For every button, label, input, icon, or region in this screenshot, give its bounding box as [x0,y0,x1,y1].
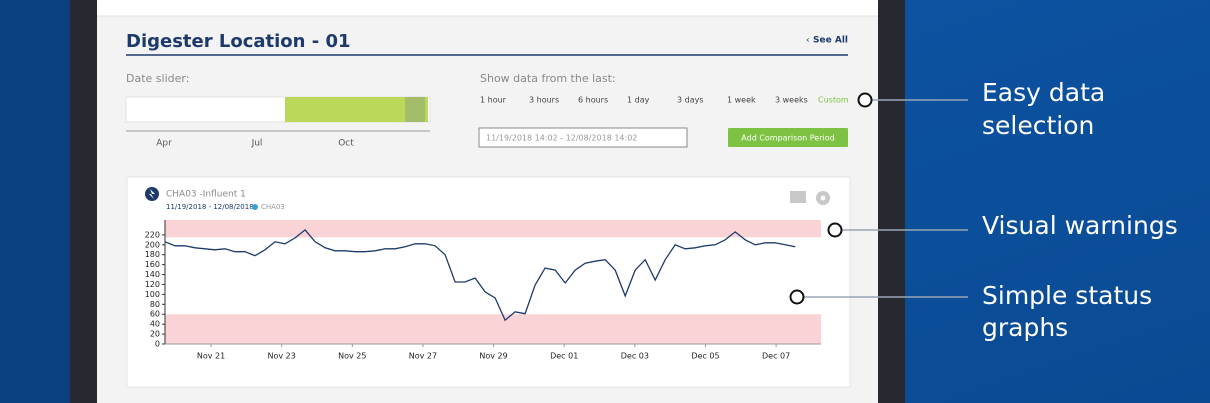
y-tick-label: 40 [150,320,160,329]
y-tick-label: 0 [155,340,160,349]
x-tick-label: Dec 01 [550,352,578,361]
date-slider-label: Date slider: [126,72,189,85]
callout-text: Simple status [982,281,1152,310]
y-tick-label: 140 [145,270,160,279]
y-tick-label: 80 [150,300,160,309]
y-tick-label: 20 [150,330,160,339]
y-tick-label: 100 [145,290,160,299]
comparison-button[interactable] [728,128,848,147]
callout-text: selection [982,111,1094,140]
y-tick-label: 60 [150,310,160,319]
settings-icon-hole [820,195,826,201]
panel-title: Digester Location - 01 [126,31,351,52]
x-tick-label: Nov 29 [479,352,507,361]
range-option[interactable]: 1 hour [480,96,507,105]
sensor-icon-glyph [149,189,155,199]
month-label: Oct [338,139,354,149]
chart-range: 11/19/2018 - 12/08/2018 [166,203,254,211]
chart-card [126,176,851,388]
chart-name: CHA03 -Influent 1 [166,190,246,200]
x-tick-label: Nov 23 [267,352,295,361]
range-option[interactable]: Custom [818,96,849,105]
range-option[interactable]: 1 day [627,96,650,105]
x-tick-label: Dec 07 [762,352,790,361]
warning-band [165,314,821,344]
x-tick-label: Nov 27 [409,352,437,361]
range-option[interactable]: 3 days [677,96,704,105]
legend-dot [252,204,258,210]
month-label: Jul [251,139,263,149]
range-option[interactable]: 3 hours [529,96,559,105]
download-icon[interactable] [790,191,806,203]
date-slider-selection[interactable] [285,97,428,122]
callout-marker [789,289,805,305]
date-input-text: 11/19/2018 14:02 - 12/08/2018 14:02 [486,134,637,143]
y-tick-label: 180 [145,250,160,259]
range-picker-label: Show data from the last: [480,72,616,85]
x-tick-label: Dec 03 [621,352,649,361]
x-tick-label: Nov 25 [338,352,366,361]
y-tick-label: 200 [145,240,160,249]
date-input[interactable] [478,127,688,148]
see-all-chevron[interactable]: ‹ [806,36,810,46]
callout-text: Visual warnings [982,211,1178,240]
data-line [164,228,796,322]
range-option[interactable]: 6 hours [578,96,608,105]
range-option[interactable]: 1 week [727,96,756,105]
x-tick-label: Nov 21 [197,352,225,361]
warning-band [165,220,821,238]
callout-marker [857,92,873,108]
y-tick-label: 120 [145,280,160,289]
comparison-button-text: Add Comparison Period [741,134,834,143]
legend-label: CHA03 [261,203,285,211]
callout-marker [827,222,843,238]
app-header [97,0,878,16]
x-tick-label: Dec 05 [691,352,719,361]
callout-text: graphs [982,313,1068,342]
callout-text: Easy data [982,78,1105,107]
date-slider-handle[interactable] [405,97,425,122]
background-left [0,0,70,403]
month-label: Apr [156,139,172,149]
range-option[interactable]: 3 weeks [775,96,808,105]
y-tick-label: 220 [145,230,160,239]
y-tick-label: 160 [145,260,160,269]
see-all-link[interactable]: See All [813,36,848,46]
